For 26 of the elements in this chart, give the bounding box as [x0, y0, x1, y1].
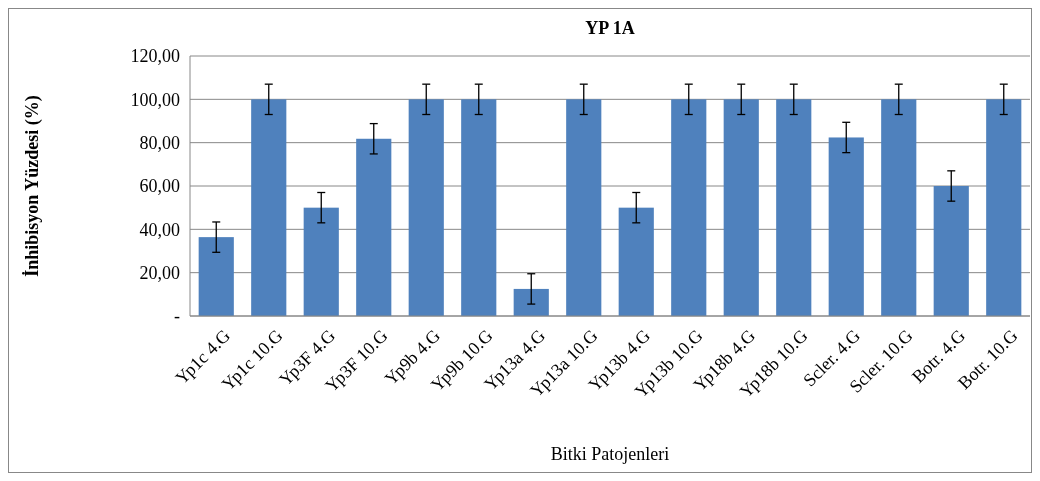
y-tick-label: 40,00 — [139, 219, 180, 240]
y-tick-label: 20,00 — [139, 262, 180, 283]
bar — [881, 99, 917, 316]
y-tick-label: 100,00 — [130, 89, 180, 110]
y-axis-title: İnhibisyon Yüzdesi (%) — [22, 95, 43, 277]
bar — [356, 138, 392, 316]
bar — [723, 99, 759, 316]
bar — [198, 237, 234, 316]
bar — [618, 207, 654, 316]
chart-title: YP 1A — [585, 18, 635, 38]
y-tick-label: 60,00 — [139, 176, 180, 197]
bar — [776, 99, 812, 316]
bar — [671, 99, 707, 316]
bar — [566, 99, 602, 316]
bar — [986, 99, 1022, 316]
bar — [408, 99, 444, 316]
x-axis-title: Bitki Patojenleri — [550, 444, 670, 464]
bar — [513, 288, 549, 316]
bar — [933, 186, 969, 316]
bar — [303, 207, 339, 316]
y-tick-label: 80,00 — [139, 132, 180, 153]
y-tick-label: - — [174, 306, 180, 327]
bar — [828, 137, 864, 316]
bar — [251, 99, 287, 316]
y-tick-label: 120,00 — [130, 46, 180, 67]
bar — [461, 99, 497, 316]
